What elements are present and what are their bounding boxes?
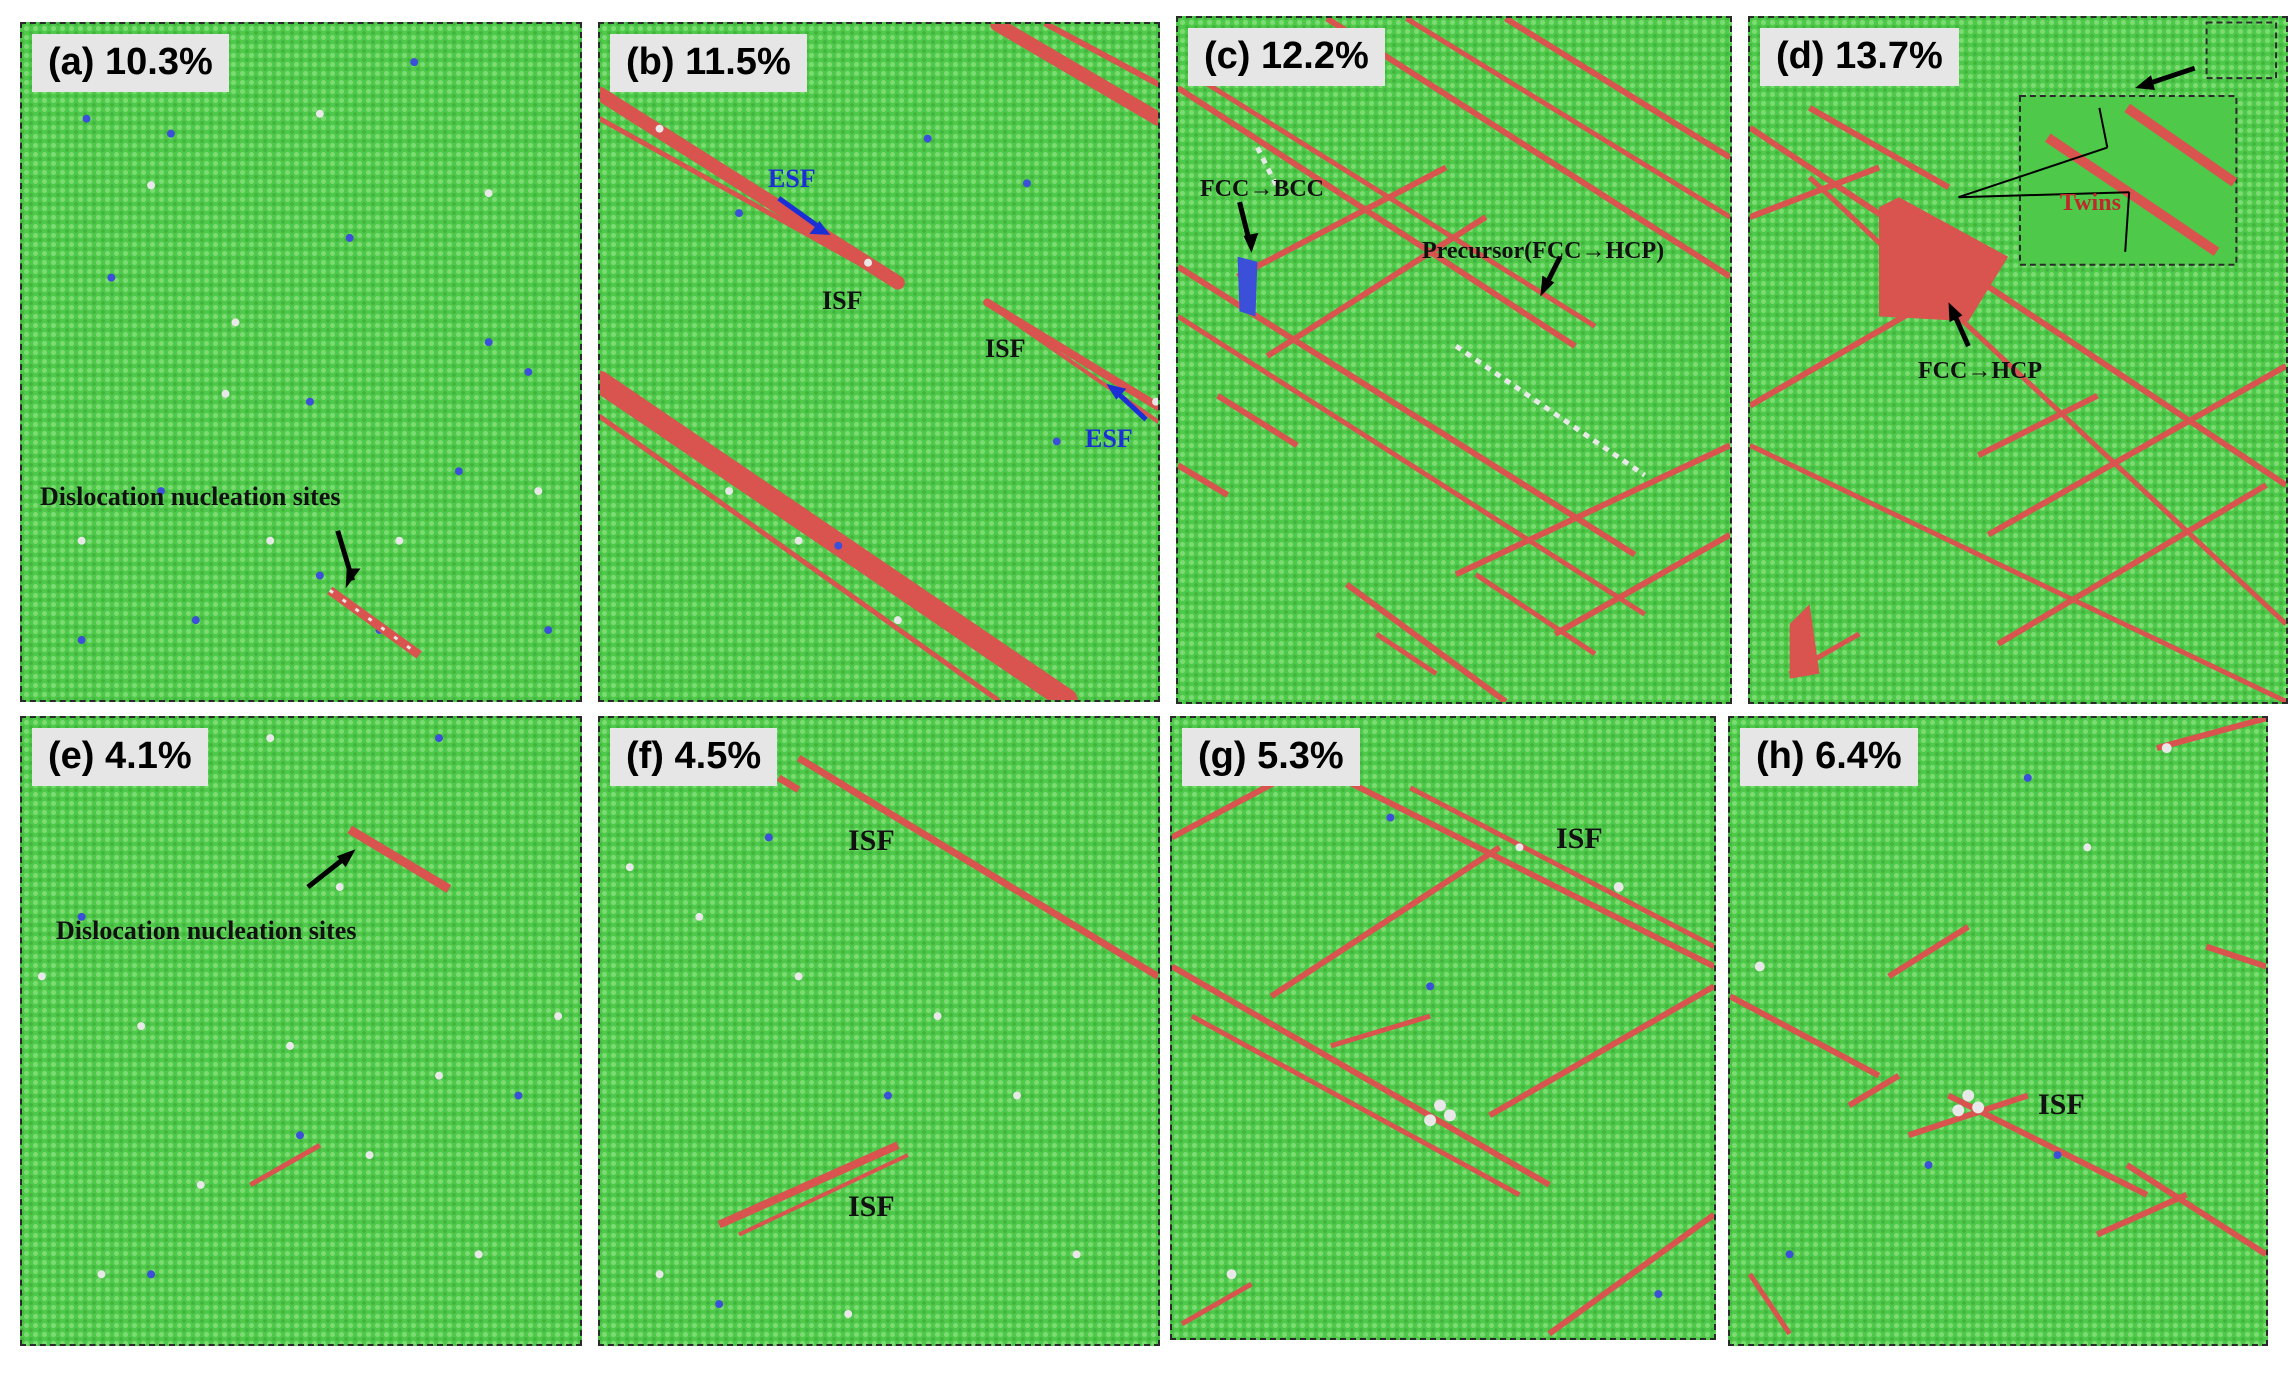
- panel-c-label: (c) 12.2%: [1188, 28, 1385, 86]
- panel-b-annotation-esf-top: ESF: [768, 164, 816, 193]
- panel-f: (f) 4.5% ISF ISF: [598, 716, 1160, 1346]
- panel-b: (b) 11.5% ESF ISF ISF ESF: [598, 22, 1160, 702]
- panel-f-annotation-isf-top: ISF: [848, 824, 895, 857]
- panel-b-label: (b) 11.5%: [610, 34, 807, 92]
- panel-e-defects: [37, 734, 563, 1279]
- panel-f-defects: [625, 754, 1158, 1318]
- panel-d: (d) 13.7% Twins FCC→HCP: [1748, 16, 2288, 704]
- panel-b-annotation-isf-right: ISF: [985, 334, 1026, 363]
- panel-e-label: (e) 4.1%: [32, 728, 208, 786]
- panel-a-annotation-nucleation: Dislocation nucleation sites: [40, 482, 341, 511]
- panel-f-annotation-isf-bottom: ISF: [848, 1190, 895, 1223]
- panel-g: (g) 5.3% ISF: [1170, 716, 1716, 1340]
- panel-d-annotation-fcc-hcp: FCC→HCP: [1918, 358, 2042, 384]
- panel-e: (e) 4.1% Dislocation nucleation sites: [20, 716, 582, 1346]
- panel-a-defects: [77, 58, 553, 659]
- panel-g-defects: [1172, 745, 1714, 1337]
- panel-h-defects: [1730, 718, 2266, 1336]
- panel-f-label: (f) 4.5%: [610, 728, 778, 786]
- panel-d-annotation-twins: Twins: [2060, 190, 2121, 216]
- panel-a: (a) 10.3% Dislocation nucleation sites: [20, 22, 582, 702]
- panel-c: (c) 12.2% FCC→BCC Precursor(FCC→HCP): [1176, 16, 1732, 704]
- panel-b-annotation-isf-left: ISF: [822, 286, 863, 315]
- panel-e-annotation-nucleation: Dislocation nucleation sites: [56, 916, 357, 945]
- panel-h-label: (h) 6.4%: [1740, 728, 1918, 786]
- panel-c-annotation-fcc-bcc: FCC→BCC: [1200, 176, 1324, 202]
- panel-d-defects: [1750, 21, 2286, 702]
- panel-b-defects: [600, 24, 1158, 700]
- panel-h-annotation-isf: ISF: [2038, 1088, 2085, 1121]
- panel-g-annotation-isf: ISF: [1556, 822, 1603, 855]
- panel-g-label: (g) 5.3%: [1182, 728, 1360, 786]
- panel-c-defects: [1178, 18, 1730, 702]
- panel-d-label: (d) 13.7%: [1760, 28, 1959, 86]
- panel-h: (h) 6.4% ISF: [1728, 716, 2268, 1346]
- panel-a-label: (a) 10.3%: [32, 34, 229, 92]
- panel-c-annotation-precursor: Precursor(FCC→HCP): [1422, 238, 1665, 264]
- panel-b-annotation-esf-bottom: ESF: [1085, 424, 1133, 453]
